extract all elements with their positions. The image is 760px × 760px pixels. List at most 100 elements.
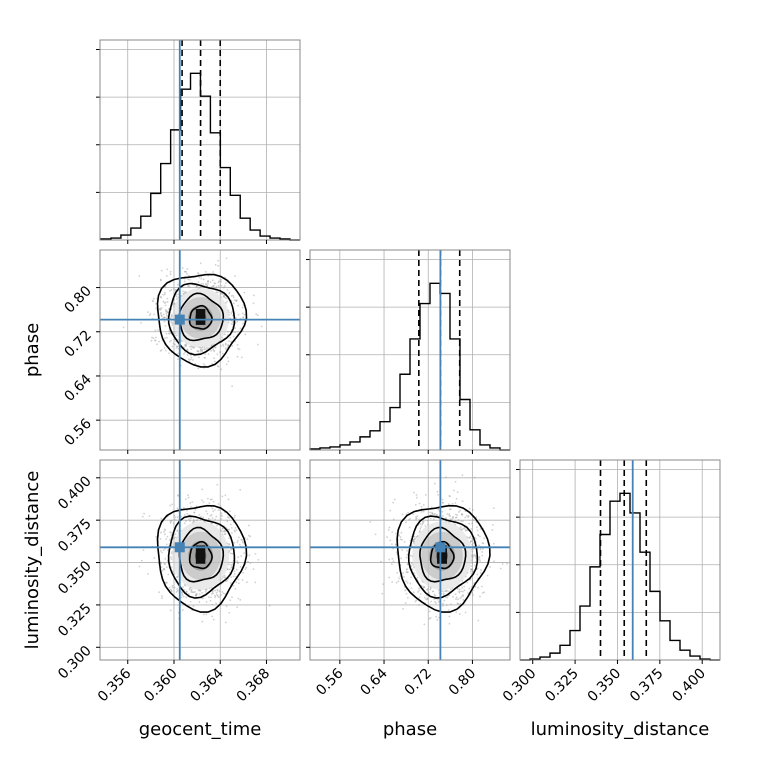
- scatter-point: [220, 517, 223, 520]
- scatter-point: [207, 281, 209, 283]
- scatter-point: [391, 543, 393, 546]
- scatter-point: [173, 302, 176, 305]
- scatter-point: [165, 275, 168, 277]
- scatter-point: [415, 496, 418, 499]
- scatter-point: [187, 494, 189, 497]
- scatter-point: [464, 611, 467, 614]
- scatter-point: [435, 513, 438, 516]
- scatter-point: [231, 565, 234, 568]
- scatter-point: [207, 596, 210, 599]
- scatter-point: [205, 283, 208, 286]
- scatter-point: [233, 573, 236, 575]
- scatter-point: [216, 365, 219, 367]
- scatter-point: [412, 591, 415, 594]
- scatter-point: [224, 342, 227, 345]
- scatter-point: [219, 351, 221, 354]
- scatter-point: [478, 558, 481, 561]
- scatter-point: [248, 524, 250, 527]
- scatter-point: [227, 542, 230, 545]
- scatter-point: [230, 294, 233, 297]
- scatter-point: [436, 490, 439, 493]
- scatter-point: [201, 591, 203, 594]
- scatter-point: [206, 280, 209, 283]
- scatter-point: [189, 600, 192, 603]
- scatter-point: [231, 563, 234, 566]
- scatter-point: [183, 280, 186, 283]
- scatter-point: [197, 367, 200, 370]
- scatter-point: [217, 509, 220, 511]
- scatter-point: [163, 320, 166, 323]
- scatter-point: [170, 589, 173, 592]
- scatter-point: [169, 609, 172, 612]
- scatter-point: [464, 516, 467, 519]
- scatter-point: [223, 529, 226, 532]
- scatter-point: [154, 329, 157, 332]
- scatter-point: [418, 502, 421, 505]
- scatter-point: [201, 499, 203, 502]
- scatter-point: [478, 557, 480, 559]
- scatter-point: [461, 587, 464, 589]
- scatter-point: [220, 594, 222, 596]
- scatter-point: [226, 356, 229, 359]
- scatter-point: [468, 587, 471, 590]
- scatter-point: [159, 307, 162, 310]
- scatter-point: [169, 520, 172, 523]
- scatter-point: [422, 522, 424, 525]
- scatter-point: [198, 513, 201, 516]
- scatter-point: [256, 314, 259, 317]
- scatter-point: [177, 494, 180, 497]
- scatter-point: [506, 562, 508, 565]
- scatter-point: [418, 518, 421, 521]
- scatter-point: [441, 510, 444, 513]
- scatter-point: [217, 285, 220, 287]
- scatter-point: [211, 517, 214, 519]
- scatter-point: [426, 523, 429, 526]
- scatter-point: [195, 593, 198, 596]
- scatter-point: [450, 588, 452, 591]
- scatter-point: [246, 581, 248, 584]
- scatter-point: [233, 298, 236, 301]
- scatter-point: [230, 548, 233, 551]
- scatter-point: [165, 332, 168, 335]
- scatter-point: [202, 613, 205, 616]
- scatter-point: [174, 343, 177, 346]
- panel-frame: [99, 39, 301, 241]
- scatter-point: [240, 538, 243, 541]
- scatter-point: [449, 508, 452, 510]
- marginal-panel-phase: [306, 249, 511, 451]
- scatter-point: [425, 598, 427, 601]
- scatter-point: [187, 286, 189, 288]
- scatter-point: [171, 586, 174, 589]
- scatter-point: [392, 501, 395, 504]
- scatter-point: [217, 264, 220, 267]
- scatter-point: [374, 533, 377, 536]
- scatter-point: [404, 589, 406, 592]
- scatter-point: [473, 476, 476, 479]
- scatter-point: [252, 568, 255, 571]
- scatter-point: [236, 320, 239, 323]
- scatter-point: [409, 517, 411, 520]
- scatter-point: [223, 296, 226, 299]
- scatter-point: [470, 586, 473, 588]
- scatter-point: [408, 518, 410, 521]
- scatter-point: [169, 273, 172, 276]
- scatter-point: [391, 581, 394, 583]
- scatter-point: [448, 513, 451, 515]
- scatter-point: [147, 573, 149, 575]
- scatter-point: [481, 548, 484, 550]
- scatter-point: [217, 596, 220, 598]
- scatter-point: [242, 316, 244, 319]
- scatter-point: [175, 334, 178, 337]
- scatter-point: [466, 529, 469, 532]
- scatter-point: [211, 615, 213, 618]
- scatter-point: [220, 368, 223, 371]
- scatter-point: [235, 529, 238, 531]
- scatter-point: [234, 526, 237, 529]
- scatter-point: [223, 295, 226, 297]
- scatter-point: [257, 343, 259, 346]
- scatter-point: [426, 588, 429, 590]
- scatter-point: [483, 537, 486, 540]
- scatter-point: [243, 552, 245, 555]
- scatter-point: [414, 537, 416, 540]
- scatter-point: [214, 596, 217, 599]
